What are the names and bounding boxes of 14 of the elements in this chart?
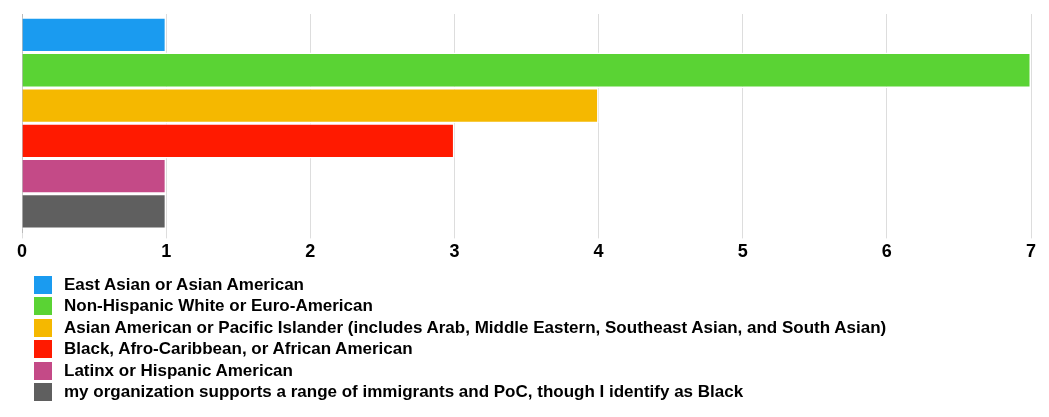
legend-label: Asian American or Pacific Islander (includes Arab, Middle Eastern, Southeast Asian, and South Asian) [64,317,887,338]
x-tick-label: 6 [881,241,892,262]
x-tick-label: 1 [161,241,172,262]
legend-label: Latinx or Hispanic American [64,360,293,381]
legend-label: my organization supports a range of immigrants and PoC, though I identify as Black [64,382,744,403]
x-tick-label: 5 [737,241,748,262]
legend-label: Non-Hispanic White or Euro-American [64,296,373,317]
legend-label: East Asian or Asian American [64,274,304,295]
x-tick-label: 3 [449,241,460,262]
x-tick-label: 2 [305,241,316,262]
legend-label: Black, Afro-Caribbean, or African American [64,339,413,360]
x-tick-label: 4 [593,241,604,262]
x-tick-label: 0 [16,241,28,262]
x-tick-label: 7 [1025,241,1037,262]
